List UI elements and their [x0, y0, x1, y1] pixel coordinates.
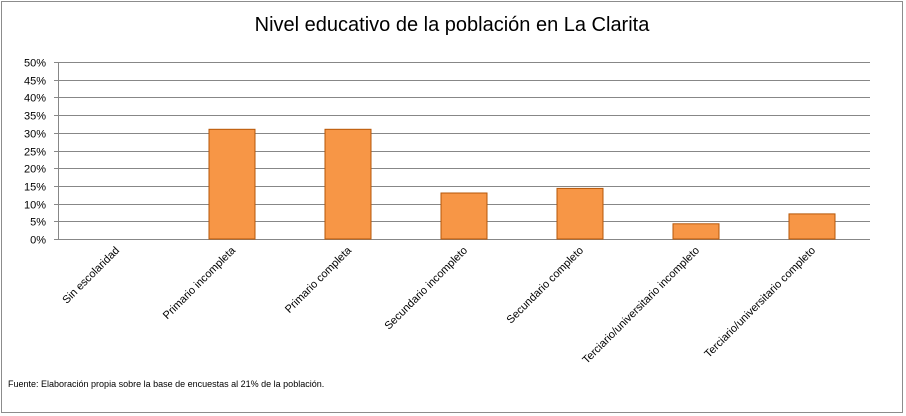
bar — [672, 223, 720, 240]
bar — [208, 128, 256, 240]
y-tick-label: 5% — [30, 217, 46, 229]
source-note: Fuente: Elaboración propia sobre la base… — [8, 379, 325, 389]
bar — [556, 187, 604, 240]
y-tick-label: 40% — [24, 93, 46, 105]
y-tick-label: 45% — [24, 76, 46, 88]
y-tick-label: 50% — [24, 58, 46, 70]
y-tick-label: 15% — [24, 182, 46, 194]
y-tick-label: 35% — [24, 111, 46, 123]
x-tick-label: Secundario completo — [505, 245, 587, 327]
bar — [788, 213, 836, 240]
gridlines — [54, 62, 870, 240]
x-tick-label: Sin escolaridad — [60, 245, 122, 307]
bar — [440, 192, 488, 240]
y-tick-label: 10% — [24, 200, 46, 212]
y-tick-label: 25% — [24, 147, 46, 159]
y-tick-label: 20% — [24, 164, 46, 176]
y-tick-label: 30% — [24, 129, 46, 141]
bars — [208, 128, 836, 240]
y-axis-tick-labels: 0% 5% 10% 15% 20% 25% 30% 35% 40% 45% 50% — [24, 58, 46, 247]
x-axis-category-labels: Sin escolaridad Primario incompleta Primar… — [60, 244, 818, 366]
y-tick-label: 0% — [30, 235, 46, 247]
x-tick-label: Terciario/universitario incompleto — [580, 245, 702, 367]
x-tick-label: Primario incompleta — [161, 244, 239, 322]
x-tick-label: Primario completa — [283, 244, 355, 316]
chart-title: Nivel educativo de la población en La Cl… — [254, 14, 650, 36]
x-tick-label: Secundario incompleto — [383, 245, 471, 333]
bar — [324, 128, 372, 240]
x-tick-label: Terciario/universitario completo — [702, 245, 818, 361]
